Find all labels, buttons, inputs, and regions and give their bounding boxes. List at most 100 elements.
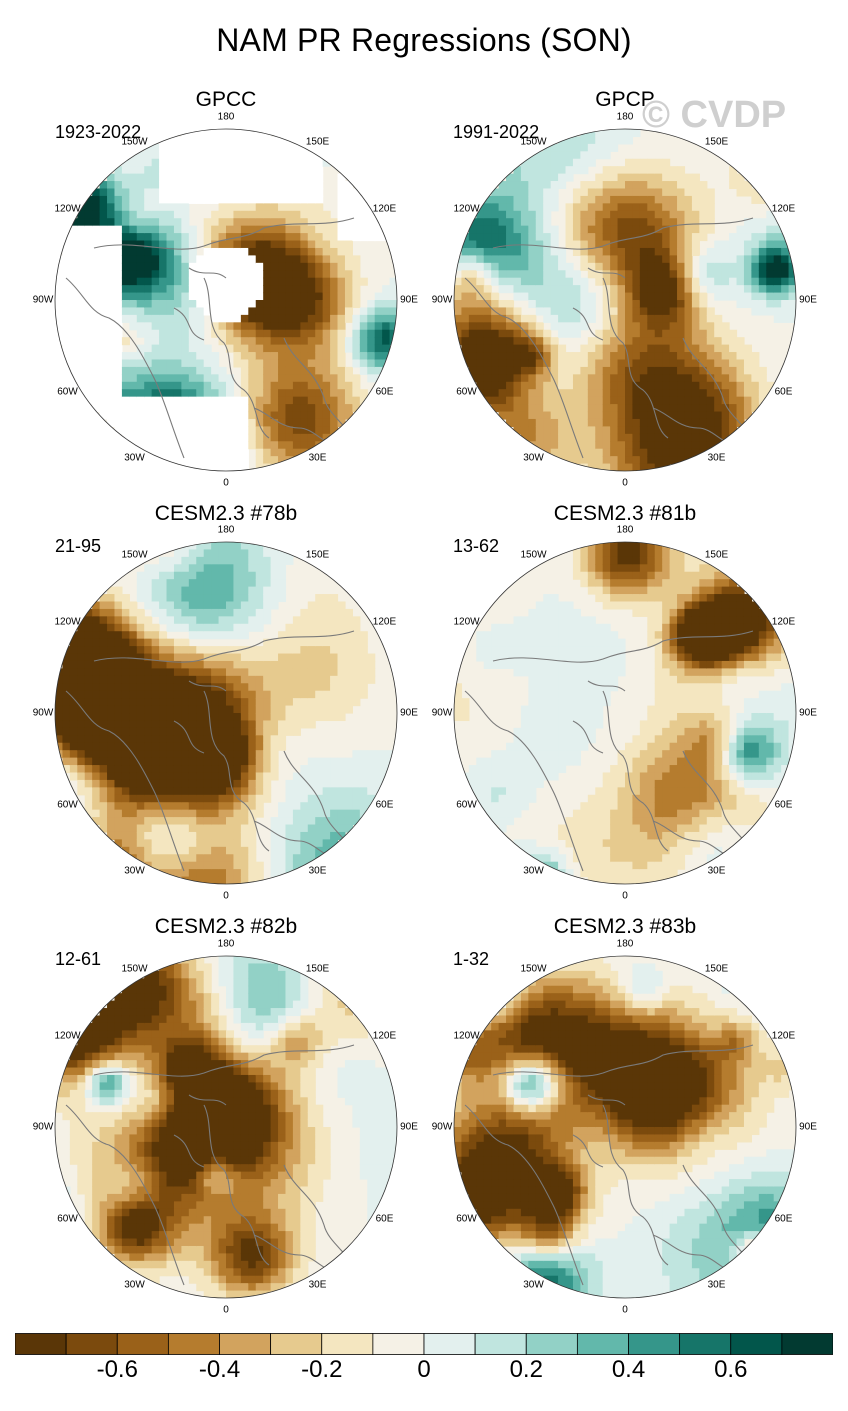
field-cell	[248, 594, 257, 603]
field-cell	[99, 240, 108, 249]
field-cell	[587, 441, 596, 450]
field-cell	[558, 374, 567, 383]
field-cell	[99, 411, 108, 420]
field-cell	[278, 143, 287, 152]
field-cell	[344, 787, 353, 796]
field-cell	[520, 344, 529, 353]
field-cell	[173, 869, 182, 878]
field-cell	[181, 608, 190, 617]
field-cell	[99, 210, 108, 219]
field-cell	[751, 240, 760, 249]
field-cell	[706, 418, 715, 427]
field-cell	[181, 247, 190, 256]
field-cell	[468, 366, 477, 375]
field-cell	[173, 255, 182, 264]
field-cell	[662, 225, 671, 234]
field-cell	[107, 668, 116, 677]
field-cell	[92, 690, 101, 699]
panel-title: CESM2.3 #78b	[154, 502, 298, 525]
field-cell	[565, 307, 574, 316]
field-cell	[307, 601, 316, 610]
field-cell	[69, 329, 78, 338]
field-cell	[315, 329, 324, 338]
field-cell	[255, 129, 264, 138]
field-cell	[565, 608, 574, 617]
field-cell	[513, 329, 522, 338]
field-cell	[136, 779, 145, 788]
field-cell	[84, 653, 93, 662]
field-cell	[240, 675, 249, 684]
field-cell	[92, 262, 101, 271]
field-cell	[181, 396, 190, 405]
field-cell	[337, 757, 346, 766]
field-cell	[647, 166, 656, 175]
field-cell	[677, 344, 686, 353]
field-cell	[211, 594, 220, 603]
field-cell	[84, 690, 93, 699]
field-cell	[550, 433, 559, 442]
field-cell	[498, 344, 507, 353]
field-cell	[114, 225, 123, 234]
field-cell	[572, 396, 581, 405]
field-cell	[461, 262, 470, 271]
field-cell	[129, 698, 138, 707]
field-cell	[359, 322, 368, 331]
field-cell	[344, 218, 353, 227]
field-cell	[691, 292, 700, 301]
field-cell	[292, 255, 301, 264]
field-cell	[240, 683, 249, 692]
field-cell	[330, 698, 339, 707]
field-cell	[226, 463, 235, 471]
field-cell	[233, 787, 242, 796]
field-cell	[151, 631, 160, 640]
field-cell	[706, 270, 715, 279]
field-cell	[173, 713, 182, 722]
field-cell	[99, 638, 108, 647]
field-cell	[322, 337, 331, 346]
field-cell	[359, 631, 368, 640]
field-cell	[263, 426, 272, 435]
field-cell	[483, 809, 492, 818]
field-cell	[278, 173, 287, 182]
field-cell	[203, 270, 212, 279]
field-cell	[699, 359, 708, 368]
field-cell	[203, 623, 212, 632]
field-cell	[736, 411, 745, 420]
field-cell	[498, 765, 507, 774]
field-cell	[691, 396, 700, 405]
field-cell	[159, 314, 168, 323]
field-cell	[151, 757, 160, 766]
field-cell	[632, 329, 641, 338]
field-cell	[248, 247, 257, 256]
field-cell	[285, 151, 294, 160]
field-cell	[367, 210, 376, 219]
field-cell	[211, 869, 220, 878]
field-cell	[389, 322, 397, 331]
field-cell	[173, 322, 182, 331]
field-cell	[211, 426, 220, 435]
field-cell	[92, 195, 101, 204]
field-cell	[587, 359, 596, 368]
field-cell	[639, 433, 648, 442]
field-cell	[691, 426, 700, 435]
field-cell	[151, 824, 160, 833]
field-cell	[691, 322, 700, 331]
field-cell	[136, 690, 145, 699]
field-cell	[278, 233, 287, 242]
field-cell	[211, 441, 220, 450]
field-cell	[758, 300, 767, 309]
field-cell	[639, 426, 648, 435]
field-cell	[300, 366, 309, 375]
field-cell	[173, 646, 182, 655]
field-cell	[572, 277, 581, 286]
field-cell	[233, 329, 242, 338]
field-cell	[240, 285, 249, 294]
field-cell	[367, 218, 376, 227]
field-cell	[617, 381, 626, 390]
field-cell	[714, 404, 723, 413]
field-cell	[136, 292, 145, 301]
field-cell	[781, 277, 790, 286]
longitude-label: 60E	[375, 386, 394, 397]
field-cell	[144, 262, 153, 271]
field-cell	[248, 727, 257, 736]
